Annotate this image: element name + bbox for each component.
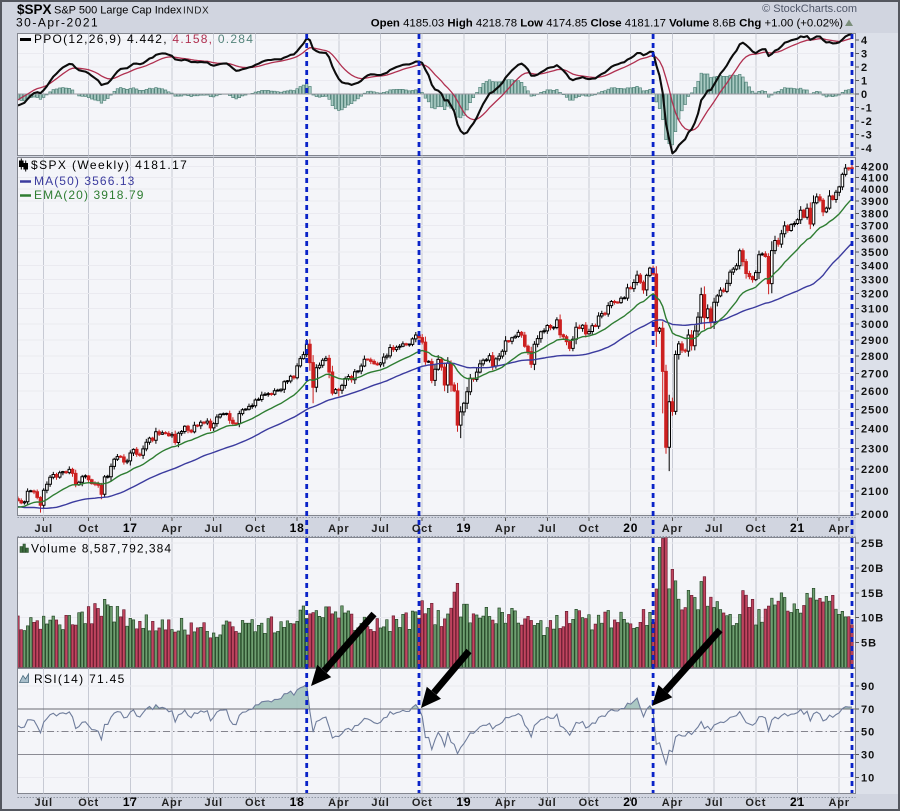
svg-text:MA(50) 3566.13: MA(50) 3566.13 [34,174,135,188]
svg-text:18: 18 [290,521,305,535]
svg-text:Oct: Oct [579,523,600,535]
svg-text:Jul: Jul [205,523,223,535]
svg-text:3800: 3800 [861,208,889,220]
svg-text:Apr: Apr [161,523,182,535]
svg-text:20: 20 [623,795,638,809]
svg-text:© StockCharts.com: © StockCharts.com [762,3,857,15]
svg-text:Apr: Apr [328,797,349,809]
svg-text:Volume 8,587,792,384: Volume 8,587,792,384 [31,542,172,556]
svg-text:20B: 20B [861,563,884,575]
svg-text:3300: 3300 [861,274,889,286]
svg-text:15B: 15B [861,588,884,600]
svg-text:Oct: Oct [745,523,766,535]
svg-text:Open 4185.03 High 4218.78 Low: Open 4185.03 High 4218.78 Low 4174.85 Cl… [371,18,843,30]
svg-text:-1: -1 [861,103,873,115]
svg-text:2100: 2100 [861,486,889,498]
svg-text:17: 17 [123,795,138,809]
svg-text:17: 17 [123,521,138,535]
svg-text:5B: 5B [861,638,877,650]
svg-text:50: 50 [861,727,875,739]
svg-text:Oct: Oct [78,523,99,535]
svg-text:10: 10 [861,772,875,784]
svg-text:Apr: Apr [161,797,182,809]
svg-text:1: 1 [861,76,868,88]
svg-text:90: 90 [861,681,875,693]
svg-text:Jul: Jul [35,797,53,809]
svg-text:Apr: Apr [829,797,850,809]
svg-text:Apr: Apr [495,523,516,535]
svg-text:3700: 3700 [861,221,889,233]
svg-text:Oct: Oct [412,797,433,809]
svg-text:18: 18 [290,795,305,809]
svg-text:3400: 3400 [861,260,889,272]
svg-text:2700: 2700 [861,368,889,380]
svg-text:2800: 2800 [861,351,889,363]
svg-text:Oct: Oct [579,797,600,809]
svg-text:-3: -3 [861,129,873,141]
svg-text:4: 4 [861,35,868,47]
svg-text:20: 20 [623,521,638,535]
svg-text:RSI(14) 71.45: RSI(14) 71.45 [34,672,126,686]
svg-text:3100: 3100 [861,304,889,316]
svg-text:Oct: Oct [78,797,99,809]
svg-text:3200: 3200 [861,289,889,301]
svg-text:2400: 2400 [861,423,889,435]
svg-text:3500: 3500 [861,247,889,259]
svg-text:2300: 2300 [861,443,889,455]
svg-text:Jul: Jul [371,797,389,809]
svg-text:$SPX (Weekly) 4181.17: $SPX (Weekly) 4181.17 [31,158,188,172]
svg-text:Jul: Jul [538,797,556,809]
svg-text:Jul: Jul [538,523,556,535]
svg-text:19: 19 [456,795,471,809]
svg-text:3600: 3600 [861,234,889,246]
svg-text:Oct: Oct [245,523,266,535]
svg-text:4200: 4200 [861,161,889,173]
svg-text:2200: 2200 [861,464,889,476]
svg-text:Oct: Oct [245,797,266,809]
svg-text:Apr: Apr [662,797,683,809]
svg-text:PPO(12,26,9) 4.442, 4.158, 0.2: PPO(12,26,9) 4.442, 4.158, 0.284 [34,32,254,46]
svg-text:Jul: Jul [35,523,53,535]
svg-text:-4: -4 [861,143,873,155]
svg-text:Oct: Oct [745,797,766,809]
svg-text:Apr: Apr [495,797,516,809]
svg-text:EMA(20) 3918.79: EMA(20) 3918.79 [34,188,145,202]
svg-text:-2: -2 [861,116,873,128]
svg-text:3000: 3000 [861,319,889,331]
svg-text:S&P 500 Large Cap Index: S&P 500 Large Cap Index [54,5,182,17]
svg-text:4100: 4100 [861,173,889,185]
svg-text:Jul: Jul [705,797,723,809]
svg-text:Jul: Jul [705,523,723,535]
svg-text:Oct: Oct [412,523,433,535]
svg-text:2: 2 [861,62,868,74]
svg-text:21: 21 [790,795,805,809]
svg-text:4000: 4000 [861,184,889,196]
svg-text:21: 21 [790,521,805,535]
svg-text:19: 19 [456,521,471,535]
svg-text:25B: 25B [861,538,884,550]
svg-text:2000: 2000 [861,509,889,521]
svg-text:$SPX: $SPX [17,2,52,17]
svg-text:10B: 10B [861,613,884,625]
svg-text:Jul: Jul [371,523,389,535]
svg-text:0: 0 [861,89,868,101]
svg-text:Apr: Apr [328,523,349,535]
svg-text:3: 3 [861,49,868,61]
svg-text:Apr: Apr [829,523,850,535]
svg-text:2600: 2600 [861,386,889,398]
svg-text:3900: 3900 [861,196,889,208]
svg-text:2900: 2900 [861,335,889,347]
svg-text:30: 30 [861,750,875,762]
svg-text:INDX: INDX [183,6,209,17]
svg-text:Jul: Jul [205,797,223,809]
svg-text:30-Apr-2021: 30-Apr-2021 [16,16,99,30]
svg-text:Apr: Apr [662,523,683,535]
svg-text:2500: 2500 [861,404,889,416]
svg-text:70: 70 [861,704,875,716]
